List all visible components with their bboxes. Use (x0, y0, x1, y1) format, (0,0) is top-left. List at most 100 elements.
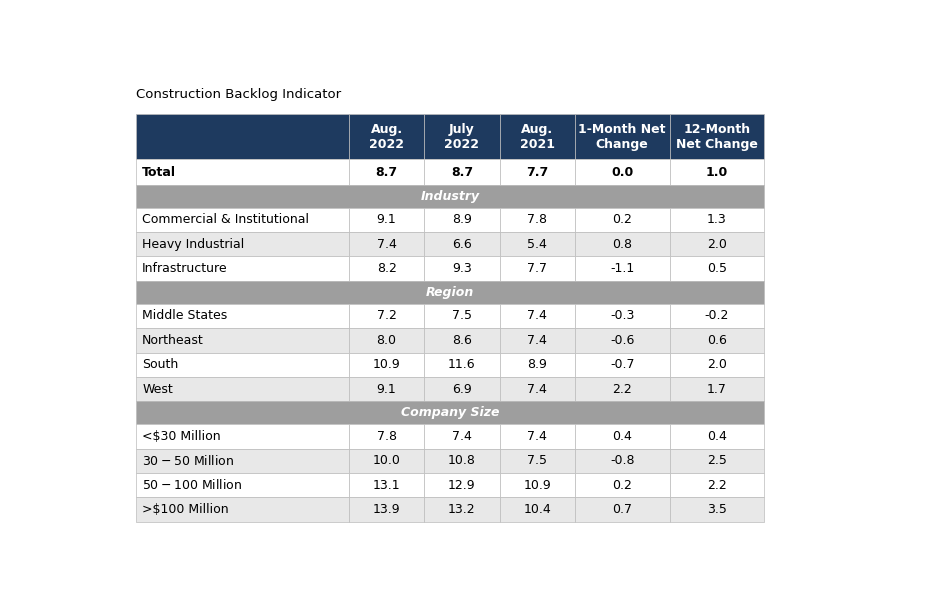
Text: 11.6: 11.6 (448, 358, 476, 371)
Text: 7.7: 7.7 (527, 262, 548, 275)
Bar (669, 328, 764, 353)
Bar (669, 424, 764, 448)
Bar (136, 497, 349, 522)
Text: -1.1: -1.1 (610, 262, 634, 275)
Bar (349, 114, 424, 160)
Bar (669, 256, 764, 281)
Bar (349, 256, 424, 281)
Bar (499, 377, 575, 402)
Bar (424, 473, 499, 497)
Bar (424, 353, 499, 377)
Text: 7.5: 7.5 (452, 309, 472, 323)
Text: 7.8: 7.8 (377, 430, 396, 443)
Text: Commercial & Institutional: Commercial & Institutional (143, 213, 309, 226)
Text: Company Size: Company Size (401, 406, 499, 420)
Text: 2.5: 2.5 (707, 455, 727, 467)
Bar (424, 424, 499, 448)
Bar (136, 473, 349, 497)
Text: 13.1: 13.1 (373, 479, 400, 492)
Text: 0.4: 0.4 (707, 430, 727, 443)
Bar (499, 232, 575, 256)
Bar (499, 160, 575, 185)
Text: Industry: Industry (420, 190, 480, 203)
Bar (669, 208, 764, 232)
Text: Infrastructure: Infrastructure (143, 262, 228, 275)
Bar (424, 448, 499, 473)
Text: 1.3: 1.3 (707, 213, 727, 226)
Text: 10.8: 10.8 (448, 455, 476, 467)
Bar (349, 353, 424, 377)
Bar (424, 232, 499, 256)
Text: 8.9: 8.9 (452, 213, 472, 226)
Text: 10.9: 10.9 (373, 358, 400, 371)
Bar (136, 328, 349, 353)
Text: Total: Total (143, 166, 177, 179)
Text: $30-$50 Million: $30-$50 Million (143, 454, 234, 468)
Text: 7.2: 7.2 (377, 309, 396, 323)
Bar (424, 304, 499, 328)
Text: 7.5: 7.5 (527, 455, 548, 467)
Text: 7.4: 7.4 (452, 430, 472, 443)
Text: 8.7: 8.7 (376, 166, 397, 179)
Bar (669, 473, 764, 497)
Text: 7.4: 7.4 (377, 238, 396, 251)
Bar (349, 497, 424, 522)
Text: 2.2: 2.2 (707, 479, 727, 492)
Bar (669, 232, 764, 256)
Text: 8.2: 8.2 (377, 262, 396, 275)
Text: 7.4: 7.4 (528, 309, 548, 323)
Text: 0.8: 0.8 (613, 238, 632, 251)
Bar (349, 377, 424, 402)
Bar (349, 304, 424, 328)
Bar (575, 473, 669, 497)
Bar (349, 208, 424, 232)
Text: 1-Month Net
Change: 1-Month Net Change (579, 123, 666, 150)
Text: -0.6: -0.6 (610, 334, 634, 347)
Bar (669, 304, 764, 328)
Bar (136, 424, 349, 448)
Text: West: West (143, 383, 173, 396)
Text: 13.2: 13.2 (448, 503, 476, 516)
Text: -0.3: -0.3 (610, 309, 634, 323)
Bar (669, 497, 764, 522)
Text: July
2022: July 2022 (445, 123, 480, 150)
Bar (575, 114, 669, 160)
Text: Aug.
2021: Aug. 2021 (520, 123, 555, 150)
Bar (669, 353, 764, 377)
Bar (575, 353, 669, 377)
Bar (349, 448, 424, 473)
Text: Middle States: Middle States (143, 309, 228, 323)
Text: $50-$100 Million: $50-$100 Million (143, 478, 243, 492)
Text: 7.7: 7.7 (526, 166, 548, 179)
Text: 2.0: 2.0 (707, 358, 727, 371)
Text: -0.7: -0.7 (610, 358, 634, 371)
Bar (575, 448, 669, 473)
Text: 9.3: 9.3 (452, 262, 472, 275)
Bar (669, 114, 764, 160)
Text: 2.2: 2.2 (613, 383, 632, 396)
Bar (136, 377, 349, 402)
Text: 7.4: 7.4 (528, 383, 548, 396)
Bar (136, 448, 349, 473)
Bar (424, 377, 499, 402)
Bar (499, 353, 575, 377)
Text: 6.9: 6.9 (452, 383, 472, 396)
Text: 2.0: 2.0 (707, 238, 727, 251)
Text: >$100 Million: >$100 Million (143, 503, 228, 516)
Bar (575, 208, 669, 232)
Text: 0.7: 0.7 (613, 503, 632, 516)
Text: Aug.
2022: Aug. 2022 (369, 123, 404, 150)
Bar (669, 160, 764, 185)
Bar (424, 328, 499, 353)
Bar (499, 424, 575, 448)
Text: 7.4: 7.4 (528, 430, 548, 443)
Text: 8.0: 8.0 (377, 334, 396, 347)
Bar (499, 328, 575, 353)
Text: Construction Backlog Indicator: Construction Backlog Indicator (136, 88, 342, 102)
Bar (349, 232, 424, 256)
Text: 8.9: 8.9 (528, 358, 548, 371)
Bar (136, 353, 349, 377)
Bar (499, 114, 575, 160)
Text: South: South (143, 358, 178, 371)
Bar (499, 473, 575, 497)
